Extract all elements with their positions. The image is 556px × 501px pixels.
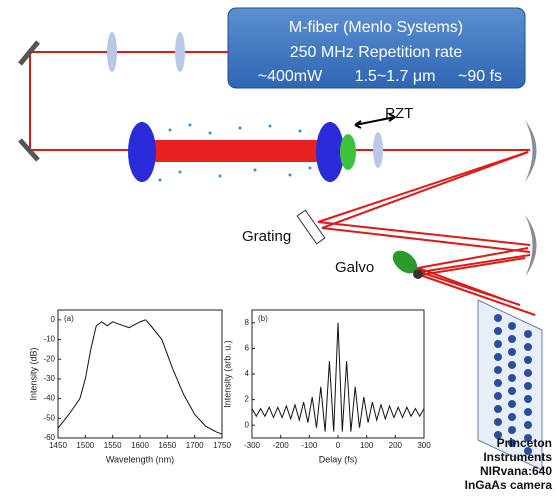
- camera-label: NIRvana:640: [480, 464, 552, 478]
- pzt: [340, 134, 356, 170]
- source-spec: 1.5~1.7 μm: [355, 68, 436, 85]
- y-tick-label: -30: [43, 374, 55, 383]
- spot: [524, 330, 532, 338]
- source-spec: ~400mW: [258, 68, 323, 85]
- panel-label: (a): [64, 314, 74, 323]
- laser-source: [227, 7, 526, 89]
- spot: [494, 366, 502, 374]
- spot: [494, 314, 502, 322]
- x-tick-label: -200: [273, 441, 290, 450]
- x-tick-label: 1550: [104, 441, 122, 450]
- y-tick-label: -60: [43, 433, 55, 442]
- camera-label: Instruments: [483, 450, 552, 464]
- lens: [175, 32, 185, 72]
- spot: [508, 335, 516, 343]
- spot: [494, 431, 502, 439]
- scatter-dots: [158, 123, 312, 182]
- x-tick-label: 1750: [213, 441, 231, 450]
- spot: [508, 361, 516, 369]
- spot: [494, 392, 502, 400]
- y-tick-label: 2: [245, 395, 250, 404]
- source-line: M-fiber (Menlo Systems): [289, 19, 463, 36]
- y-tick-label: 0: [51, 315, 56, 324]
- spot: [508, 400, 516, 408]
- cavity-mirror: [316, 122, 344, 182]
- y-tick-label: 6: [245, 344, 250, 353]
- spot: [494, 353, 502, 361]
- galvo-mirror: [413, 269, 423, 279]
- spot: [508, 439, 516, 447]
- spot: [524, 447, 532, 455]
- spot: [494, 405, 502, 413]
- spot: [524, 434, 532, 442]
- camera-spots: [494, 314, 532, 455]
- fiber-cavity: [142, 140, 332, 162]
- x-tick-label: 1500: [76, 441, 94, 450]
- spot: [494, 327, 502, 335]
- spot: [508, 426, 516, 434]
- x-tick-label: -300: [244, 441, 261, 450]
- x-axis-label: Delay (fs): [319, 454, 358, 464]
- x-tick-label: 1650: [158, 441, 176, 450]
- grating: [296, 209, 326, 245]
- spot: [524, 382, 532, 390]
- pzt-arrow: [354, 113, 396, 129]
- spot: [524, 408, 532, 416]
- y-tick-label: 4: [245, 369, 250, 378]
- curved-mirror: [525, 120, 537, 182]
- insets: 1450 1500 1550 1600 1650 1700 1750 0 -10 -20 -30 -4…: [28, 309, 431, 464]
- spot: [494, 418, 502, 426]
- beam-path: [29, 51, 536, 316]
- spot: [524, 395, 532, 403]
- y-tick-label: 0: [245, 420, 250, 429]
- spot: [508, 413, 516, 421]
- x-tick-label: 300: [417, 441, 431, 450]
- y-tick-label: -50: [43, 413, 55, 422]
- mirror: [18, 40, 40, 66]
- x-tick-label: -100: [301, 441, 318, 450]
- spot: [524, 421, 532, 429]
- lens: [107, 32, 117, 72]
- x-tick-label: 0: [336, 441, 341, 450]
- y-tick-label: -40: [43, 394, 55, 403]
- x-tick-label: 1700: [186, 441, 204, 450]
- spot: [508, 322, 516, 330]
- spot: [508, 348, 516, 356]
- spot: [508, 387, 516, 395]
- curved-mirror: [525, 215, 537, 277]
- grating-label: Grating: [242, 228, 291, 245]
- pzt-label: PZT: [385, 105, 413, 122]
- y-axis-label: Intensity (dB): [28, 347, 38, 400]
- x-axis-label: Wavelength (nm): [106, 454, 174, 464]
- spot: [524, 356, 532, 364]
- x-tick-label: 100: [360, 441, 374, 450]
- spot: [494, 340, 502, 348]
- source-spec: ~90 fs: [458, 68, 502, 85]
- data-line: [251, 322, 425, 432]
- spot: [494, 379, 502, 387]
- y-axis-label: Intensity (arb. u.): [222, 340, 232, 408]
- cavity-mirror: [128, 122, 156, 182]
- galvo: [392, 250, 418, 274]
- panel-label: (b): [258, 314, 268, 323]
- camera-label: Princeton: [497, 436, 552, 450]
- plot-frame: [57, 309, 223, 439]
- mirror: [18, 138, 40, 162]
- data-line: [57, 319, 223, 435]
- y-tick-label: -10: [43, 335, 55, 344]
- y-tick-label: -20: [43, 354, 55, 363]
- spot: [524, 343, 532, 351]
- x-tick-label: 1450: [49, 441, 67, 450]
- y-tick-label: 8: [245, 318, 250, 327]
- camera-label: InGaAs camera: [465, 478, 553, 492]
- x-tick-label: 1600: [131, 441, 149, 450]
- spot: [508, 374, 516, 382]
- lens: [373, 132, 383, 168]
- galvo-label: Galvo: [335, 259, 374, 276]
- x-tick-label: 200: [389, 441, 403, 450]
- source-line: 250 MHz Repetition rate: [290, 44, 463, 61]
- spot: [524, 369, 532, 377]
